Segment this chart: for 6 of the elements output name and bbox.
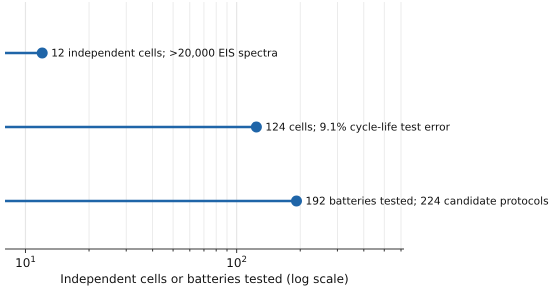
data-label: 12 independent cells; >20,000 EIS spectra	[51, 48, 278, 60]
data-label: 124 cells; 9.1% cycle-life test error	[265, 122, 451, 134]
x-tick-label: 10$^{2}$	[226, 255, 248, 270]
data-label: 192 batteries tested; 224 candidate protocols	[305, 196, 549, 208]
x-axis-title: Independent cells or batteries tested (log scale)	[60, 272, 349, 286]
x-tick-label: 10$^{1}$	[15, 255, 36, 270]
